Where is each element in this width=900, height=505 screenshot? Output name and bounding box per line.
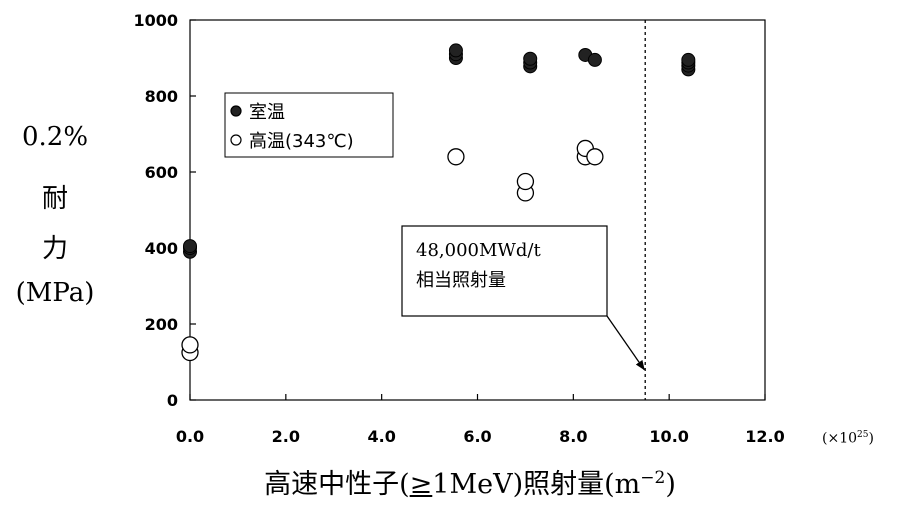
data-point-room-temp — [681, 52, 696, 67]
x-tick-label: 12.0 — [745, 427, 784, 446]
legend-label: 室温 — [249, 102, 285, 123]
y-title-line: 0.2% — [21, 122, 89, 152]
legend-label: 高温(343℃) — [249, 131, 354, 152]
annotation-line: 相当照射量 — [416, 270, 506, 291]
legend-frame — [224, 92, 394, 158]
x-axis-title: 高速中性子(≥1MeV)照射量(m−2) — [190, 462, 750, 501]
x-scale-exponent: 25 — [857, 430, 869, 440]
x-tick-label: 10.0 — [649, 427, 688, 446]
data-point-room-temp — [448, 43, 463, 58]
x-title-ge-symbol: ≥ — [409, 469, 433, 500]
x-title-middle: 1MeV)照射量(m — [432, 469, 641, 500]
annotation-frame — [401, 225, 608, 317]
data-point-high-temp — [447, 148, 465, 166]
data-point-high-temp — [516, 172, 535, 191]
y-title-line: 力 — [41, 234, 68, 264]
data-point-room-temp — [183, 239, 197, 254]
legend-marker — [230, 134, 242, 146]
y-tick-label: 800 — [145, 87, 178, 106]
y-tick-label: 400 — [145, 239, 178, 258]
data-point-high-temp — [181, 336, 199, 354]
annotation-line: 48,000MWd/t — [416, 240, 542, 261]
x-scale-close: ) — [868, 430, 874, 447]
data-point-room-temp — [523, 51, 538, 66]
plot-area — [189, 19, 766, 401]
y-title-line: (MPa) — [15, 278, 95, 308]
data-point-high-temp — [586, 148, 604, 166]
y-tick-label: 200 — [145, 315, 178, 334]
y-tick-label: 0 — [167, 391, 178, 410]
x-tick-label: 4.0 — [367, 427, 395, 446]
legend-marker — [230, 105, 242, 117]
data-point-room-temp — [587, 52, 602, 67]
x-tick-label: 8.0 — [559, 427, 587, 446]
x-title-exponent: −2 — [640, 468, 666, 488]
annotation-box: 48,000MWd/t 相当照射量 — [401, 225, 645, 371]
x-tick-label: 0.0 — [176, 427, 204, 446]
x-scale-text: (×10 — [822, 430, 858, 447]
x-title-prefix: 高速中性子( — [264, 469, 410, 500]
x-title-suffix: ) — [665, 469, 676, 500]
y-tick-label: 600 — [145, 163, 178, 182]
x-tick-label: 6.0 — [463, 427, 491, 446]
x-axis-scale-factor: (×1025) — [822, 430, 874, 447]
x-tick-label: 2.0 — [272, 427, 300, 446]
y-title-line: 耐 — [41, 184, 68, 214]
annotation-arrow — [606, 315, 645, 371]
y-tick-label: 1000 — [133, 11, 178, 30]
